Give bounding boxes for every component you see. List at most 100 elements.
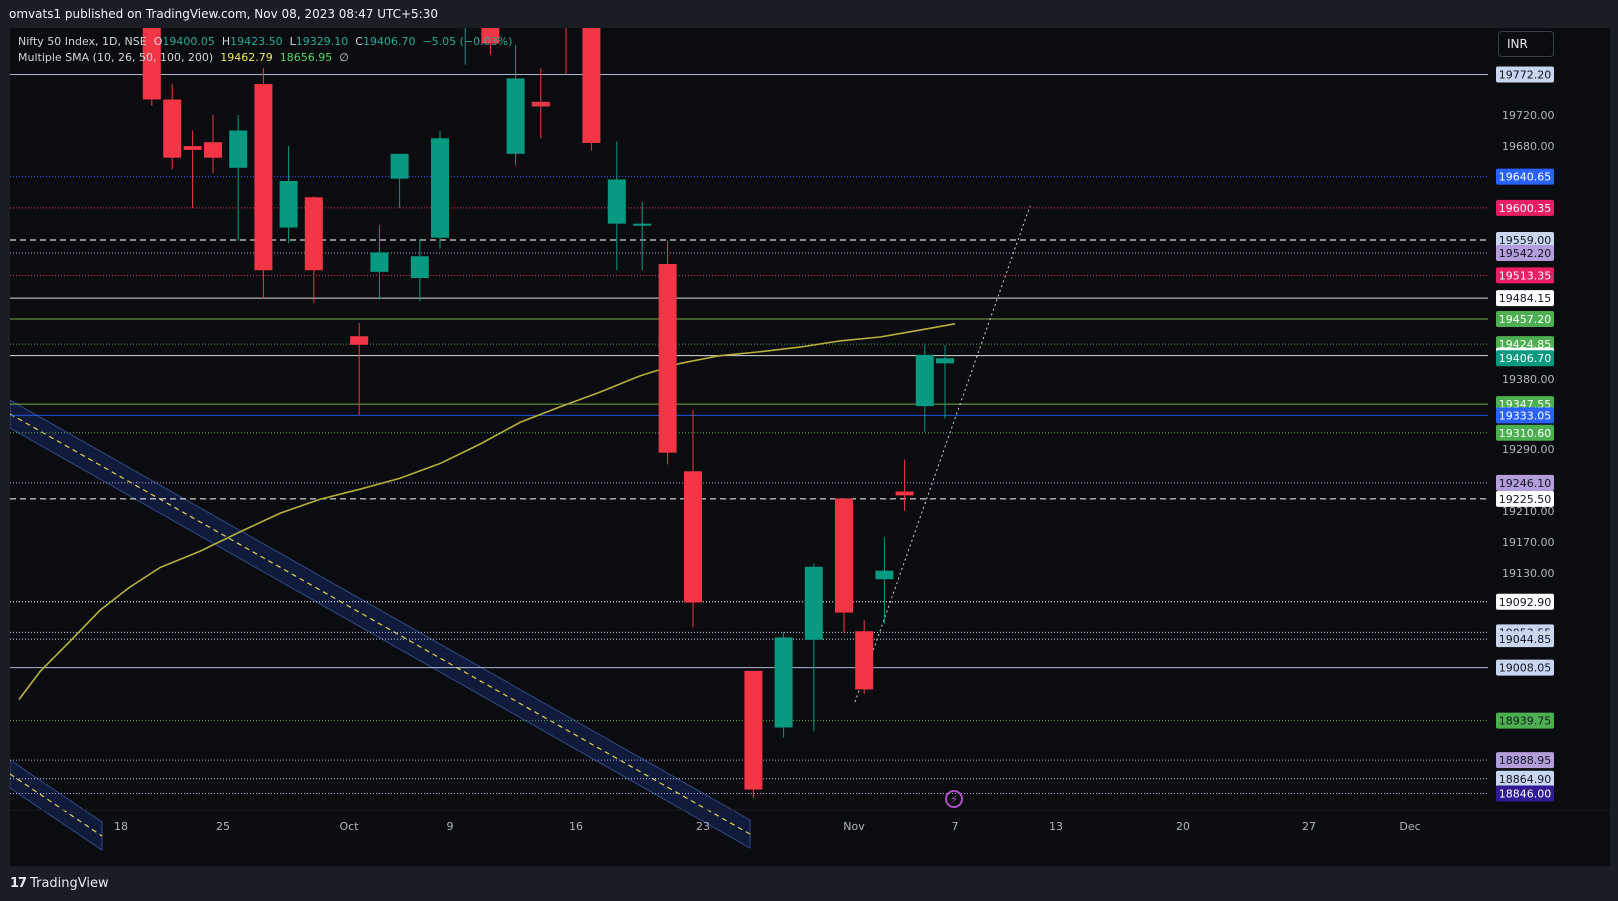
level-label-text: 19513.35 <box>1499 269 1552 282</box>
time-tick-label: Dec <box>1399 820 1420 833</box>
level-price-label: 19310.60 <box>1496 424 1554 441</box>
level-label-bg <box>1496 267 1554 284</box>
candle-body <box>183 146 202 150</box>
candle-body <box>431 138 449 238</box>
candle <box>142 28 161 106</box>
candle <box>915 344 934 432</box>
indicator-name[interactable]: Multiple SMA (10, 26, 50, 100, 200) <box>18 51 214 64</box>
trend-line <box>854 205 1031 703</box>
candle-body <box>350 336 369 345</box>
level-price-label: 19772.20 <box>1496 66 1554 83</box>
currency-button[interactable]: INR <box>1498 31 1554 57</box>
candle <box>229 115 248 241</box>
open-value: 19400.05 <box>162 35 215 48</box>
time-tick-label: 7 <box>952 820 959 833</box>
level-label-text: 19640.65 <box>1499 171 1552 184</box>
level-price-label: 19484.15 <box>1496 290 1554 307</box>
time-tick-label: Oct <box>339 820 359 833</box>
level-label-text: 19044.85 <box>1499 633 1552 646</box>
level-label-text: 19559.00 <box>1499 234 1552 247</box>
time-tick-label: 9 <box>447 820 454 833</box>
candle-body <box>835 498 853 613</box>
candle-body <box>684 471 702 603</box>
level-price-label: 18888.95 <box>1496 752 1554 769</box>
level-label-text: 19008.05 <box>1499 662 1552 675</box>
candle-body <box>279 180 298 228</box>
level-label-bg <box>1496 290 1554 307</box>
level-price-label: 18846.00 <box>1496 785 1554 802</box>
candle <box>804 563 823 732</box>
high-label: H <box>221 35 231 48</box>
price-tick-label: 19680.00 <box>1502 140 1555 153</box>
symbol-name[interactable]: Nifty 50 Index, 1D, NSE <box>18 35 147 48</box>
candles <box>142 28 954 799</box>
lightning-icon[interactable]: ⚡ <box>945 790 963 808</box>
level-label-bg <box>1496 752 1554 769</box>
candle-body <box>304 197 323 271</box>
candle <box>410 239 429 302</box>
high-value: 19423.50 <box>230 35 283 48</box>
publish-header: omvats1 published on TradingView.com, No… <box>0 0 1618 28</box>
candle-body <box>915 354 934 407</box>
candle <box>506 45 525 166</box>
price-tick-label: 19380.00 <box>1502 373 1555 386</box>
price-tick-label: 19170.00 <box>1502 536 1555 549</box>
candle <box>390 153 409 209</box>
sma-value-3: ∅ <box>339 51 349 64</box>
level-price-label: 19513.35 <box>1496 267 1554 284</box>
candle-body <box>936 358 954 364</box>
level-label-bg <box>1496 490 1554 507</box>
level-label-bg <box>1496 770 1554 787</box>
level-label-bg <box>1496 474 1554 491</box>
candle <box>774 631 793 738</box>
level-label-text: 18939.75 <box>1499 715 1552 728</box>
level-label-text: 19772.20 <box>1499 68 1552 81</box>
level-label-text: 19246.10 <box>1499 477 1552 490</box>
level-label-text: 19406.70 <box>1499 352 1552 365</box>
level-label-bg <box>1496 785 1554 802</box>
level-label-bg <box>1496 66 1554 83</box>
channel-drawings <box>10 399 751 851</box>
level-label-bg <box>1496 245 1554 262</box>
currency-label: INR <box>1507 37 1528 51</box>
candle <box>582 28 601 151</box>
level-label-bg <box>1496 311 1554 328</box>
level-label-bg <box>1496 631 1554 648</box>
channel-upper-midline <box>10 413 751 835</box>
candle <box>163 83 182 170</box>
close-value: 19406.70 <box>362 35 416 48</box>
time-tick-label: Nov <box>843 820 865 833</box>
level-label-bg <box>1496 168 1554 185</box>
candle-body <box>229 130 248 168</box>
tradingview-logo-icon[interactable]: 17 <box>10 876 27 891</box>
candle-body <box>370 252 389 272</box>
trendline-dotted <box>854 205 1031 703</box>
level-label-text: 19542.20 <box>1499 247 1552 260</box>
candle-body <box>633 223 652 226</box>
price-axis: 19720.00 19680.00 19380.00 19290.00 19210.00… <box>1496 66 1555 802</box>
chart-area[interactable]: 19720.00 19680.00 19380.00 19290.00 19210.00… <box>10 28 1610 866</box>
level-price-label: 19008.05 <box>1496 659 1554 676</box>
price-tick-label: 19720.00 <box>1502 109 1555 122</box>
candle <box>456 28 475 65</box>
brand-name[interactable]: TradingView <box>30 876 109 891</box>
price-tick-label: 19130.00 <box>1502 567 1555 580</box>
level-price-label: 19406.70 <box>1496 350 1554 367</box>
candle-body <box>855 631 874 690</box>
candle <box>684 409 702 628</box>
level-price-label: 19600.35 <box>1496 199 1554 216</box>
candlestick-chart[interactable]: 19720.00 19680.00 19380.00 19290.00 19210.00… <box>10 28 1610 866</box>
level-label-text: 19310.60 <box>1499 427 1552 440</box>
close-label: C <box>355 35 363 48</box>
level-label-text: 19600.35 <box>1499 202 1552 215</box>
level-price-label: 19246.10 <box>1496 474 1554 491</box>
candle <box>875 537 894 624</box>
candle <box>481 28 500 55</box>
level-price-label: 19333.05 <box>1496 407 1554 424</box>
candle-body <box>163 99 182 158</box>
level-label-text: 19225.50 <box>1499 493 1552 506</box>
ohlc-row: Nifty 50 Index, 1D, NSE O19400.05 H19423… <box>18 34 512 50</box>
candle-body <box>410 256 429 279</box>
candle-body <box>254 83 273 271</box>
time-tick-label: 18 <box>114 820 128 833</box>
